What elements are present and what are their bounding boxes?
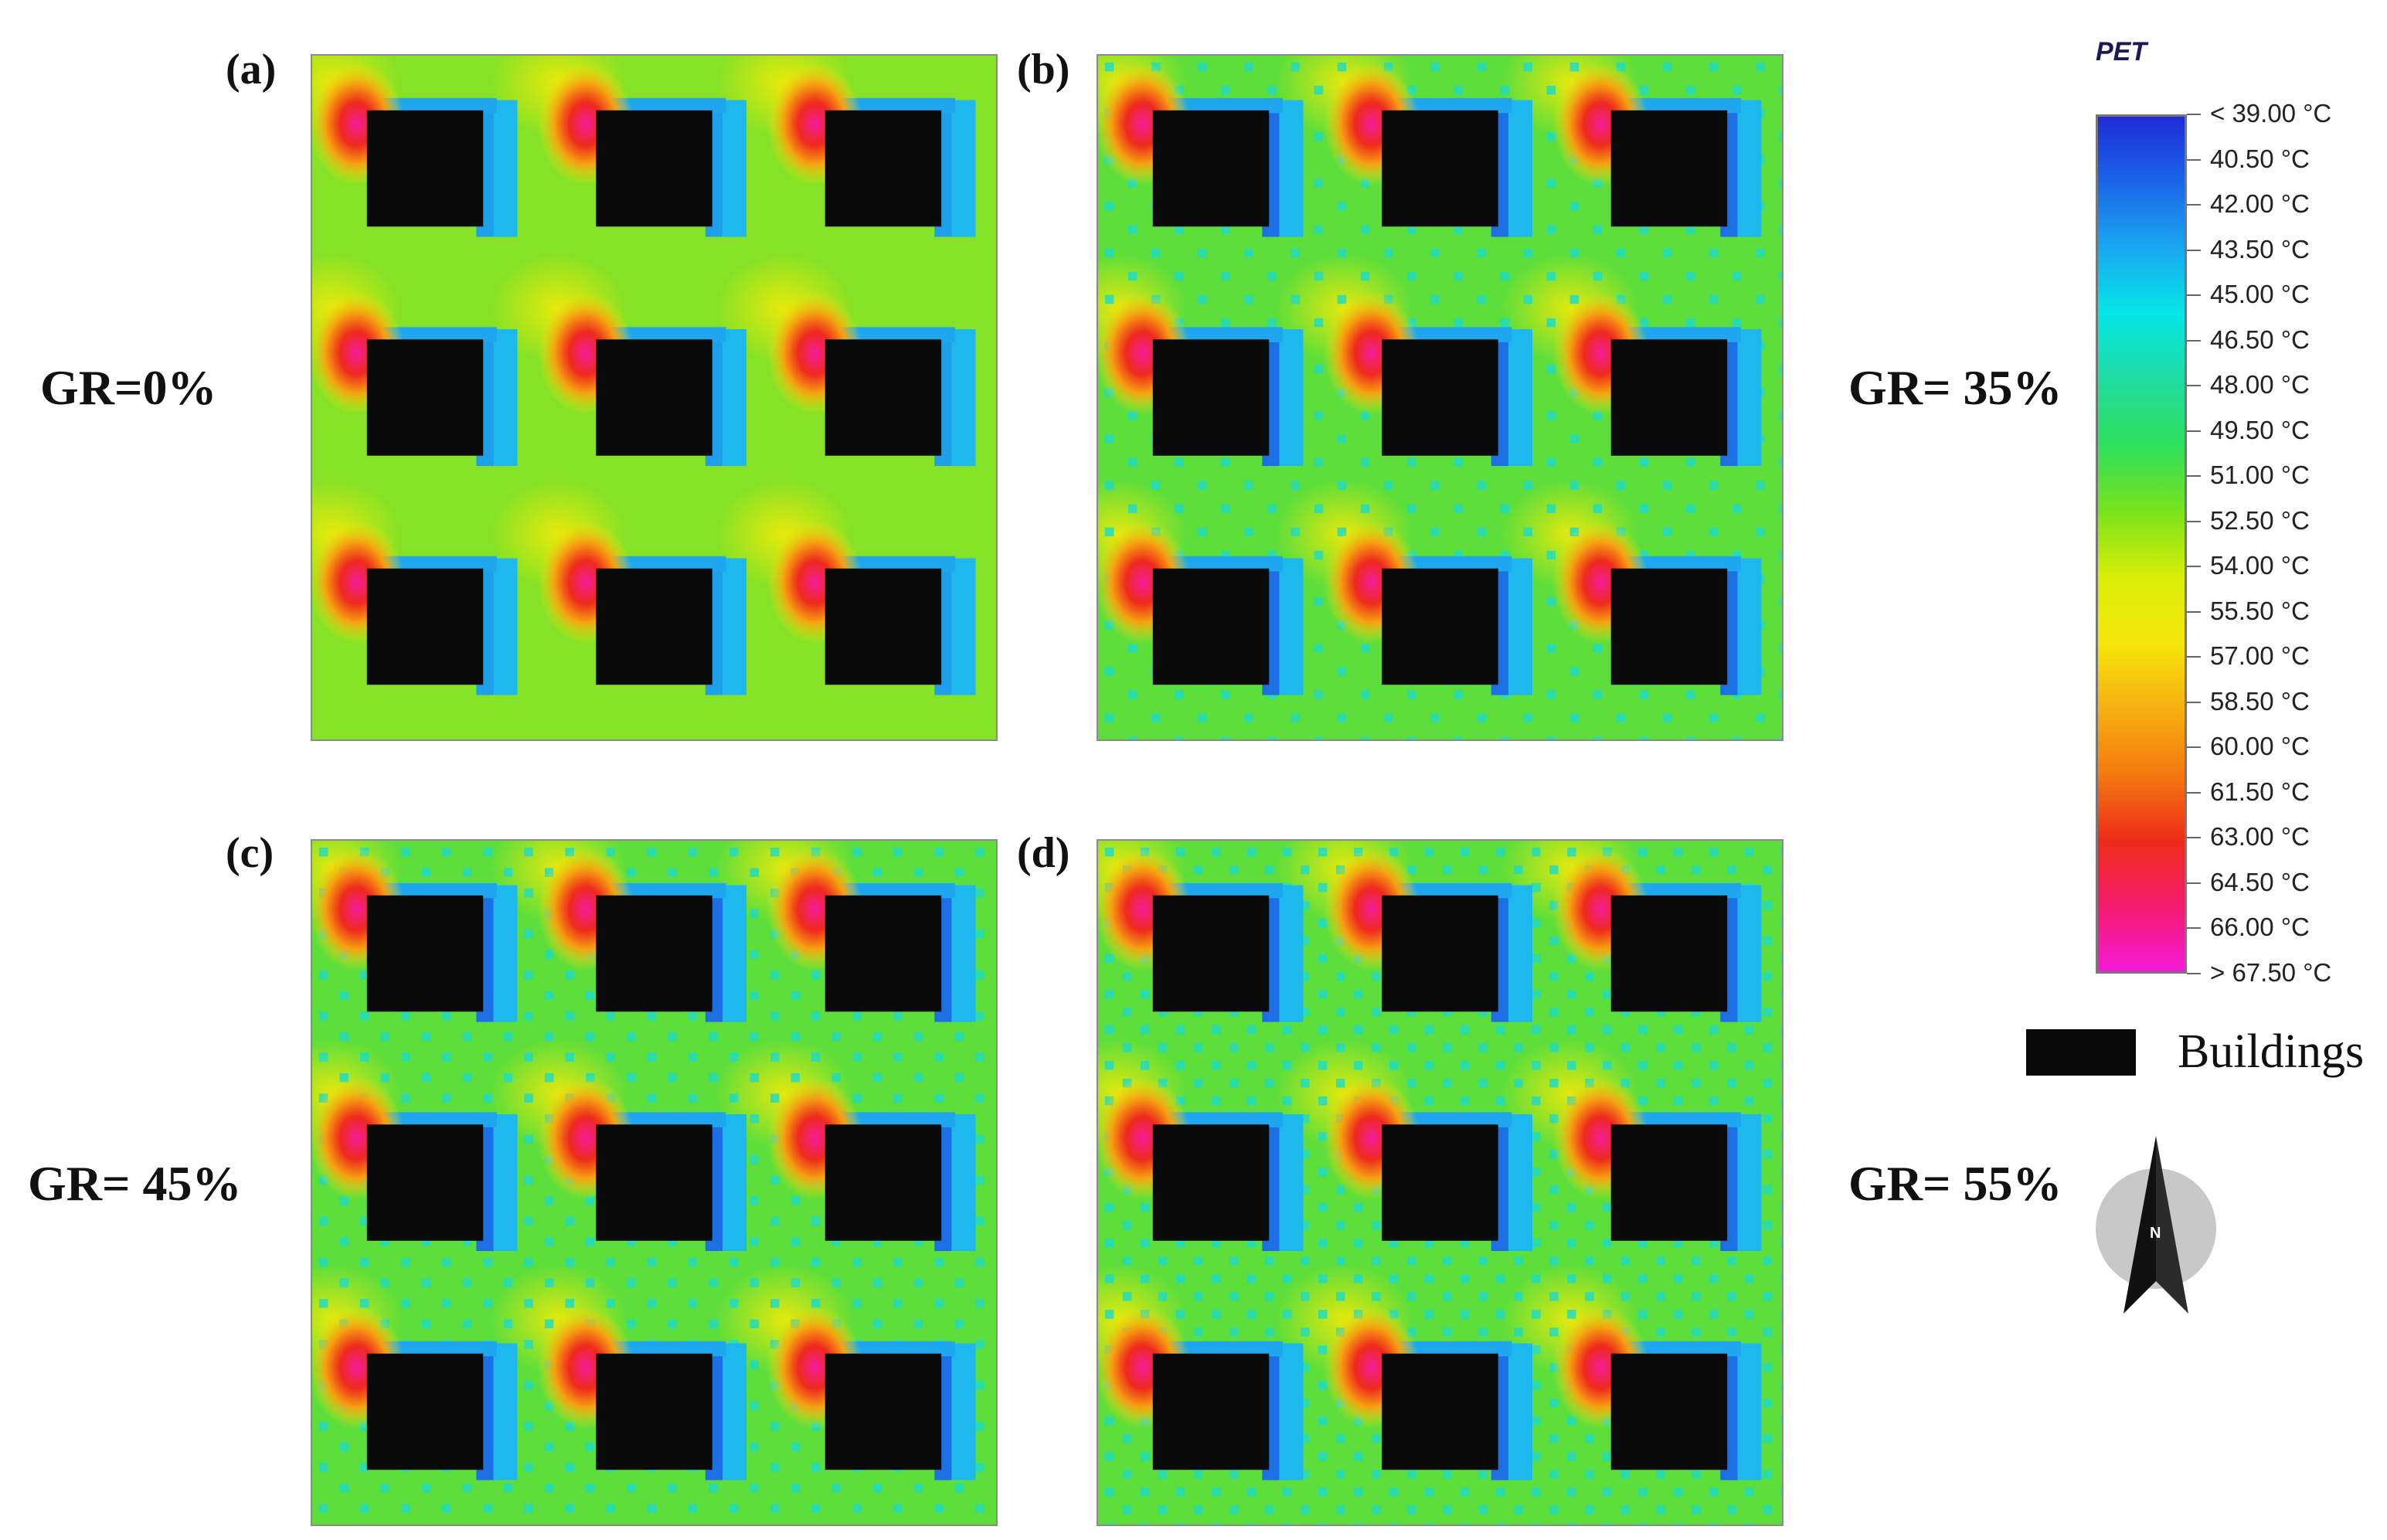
gr-label-35: GR= 35%	[1848, 360, 2062, 415]
pet-map-gr-35	[1097, 54, 1783, 741]
panel-d-label: (d)	[1017, 829, 1070, 877]
colorbar-ticks: < 39.00 °C 40.50 °C 42.00 °C 43.50 °C 45.00 …	[2187, 99, 2387, 987]
panel-b-label: (b)	[1017, 46, 1070, 93]
pet-map-gr-55	[1097, 839, 1783, 1526]
buildings-swatch	[2026, 1029, 2136, 1076]
gr-label-55: GR= 55%	[1848, 1156, 2062, 1211]
panel-a-label: (a)	[226, 46, 277, 93]
north-label: N	[2150, 1225, 2161, 1242]
pet-map-gr-45	[311, 839, 998, 1526]
north-arrow-icon: N	[2094, 1136, 2218, 1314]
pet-map-gr-0	[311, 54, 998, 741]
gr-label-45: GR= 45%	[28, 1156, 242, 1211]
panel-c-label: (c)	[226, 829, 274, 877]
buildings-legend-label: Buildings	[2178, 1025, 2365, 1078]
pet-colorbar	[2096, 114, 2187, 974]
legend-title: PET	[2096, 37, 2147, 66]
gr-label-0: GR=0%	[40, 360, 217, 415]
